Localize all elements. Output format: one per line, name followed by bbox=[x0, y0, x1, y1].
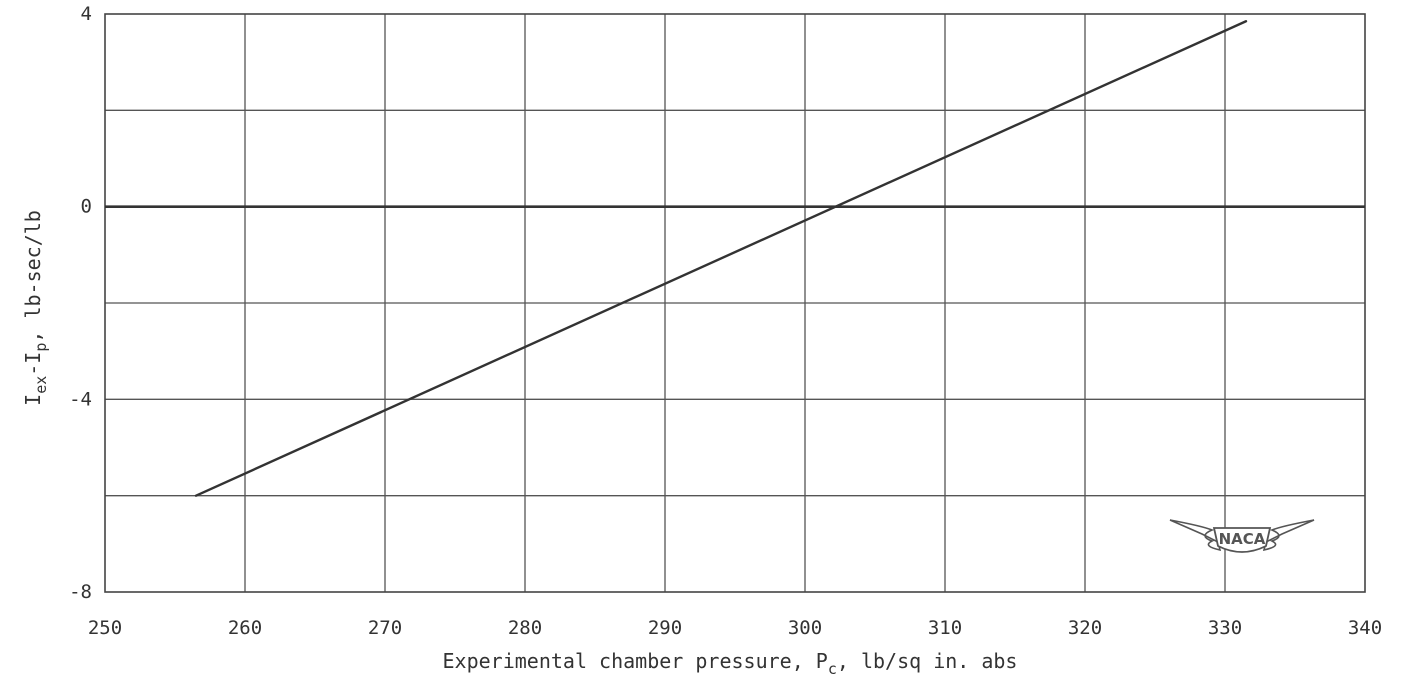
x-tick-label: 270 bbox=[368, 617, 402, 639]
plot-frame bbox=[104, 13, 1366, 593]
y-axis-title-minus-i: -I bbox=[21, 352, 45, 376]
y-tick-label: -4 bbox=[69, 388, 92, 410]
grid-layer bbox=[104, 13, 1366, 593]
x-tick-label: 300 bbox=[788, 617, 822, 639]
x-axis-title: Experimental chamber pressure, Pc, lb/sq… bbox=[443, 649, 1018, 677]
x-axis-title-subscript: c bbox=[828, 660, 837, 677]
x-tick-label: 290 bbox=[648, 617, 682, 639]
y-axis-title: Iex-Ip, lb-sec/lb bbox=[21, 210, 50, 406]
y-axis-title-units: , lb-sec/lb bbox=[21, 210, 45, 342]
x-tick-label: 320 bbox=[1068, 617, 1102, 639]
y-axis-title-sub-p: p bbox=[32, 343, 50, 352]
y-axis-title-i: I bbox=[21, 394, 45, 406]
x-axis-title-main: Experimental chamber pressure, P bbox=[443, 649, 828, 673]
x-tick-label: 260 bbox=[228, 617, 262, 639]
x-axis-title-units: , lb/sq in. abs bbox=[837, 649, 1018, 673]
x-tick-label: 340 bbox=[1348, 617, 1382, 639]
naca-logo-text: NACA bbox=[1219, 530, 1266, 548]
naca-logo-right-wing bbox=[1262, 519, 1315, 552]
x-tick-label: 280 bbox=[508, 617, 542, 639]
tick-label-layer: 250 260 270 280 290 300 310 320 330 340 -8 -4 0 4 bbox=[69, 3, 1382, 639]
naca-logo: NACA bbox=[1169, 519, 1315, 553]
y-tick-label: -8 bbox=[69, 581, 92, 603]
y-axis-title-sub-ex: ex bbox=[32, 376, 50, 394]
naca-logo-left-wing bbox=[1169, 519, 1222, 552]
series-line-0 bbox=[194, 20, 1248, 497]
y-tick-label: 0 bbox=[81, 196, 92, 218]
series-layer bbox=[194, 20, 1248, 497]
x-tick-label: 310 bbox=[928, 617, 962, 639]
x-tick-label: 250 bbox=[88, 617, 122, 639]
x-tick-label: 330 bbox=[1208, 617, 1242, 639]
y-tick-label: 4 bbox=[81, 3, 92, 25]
naca-logo-shield bbox=[1212, 527, 1272, 553]
